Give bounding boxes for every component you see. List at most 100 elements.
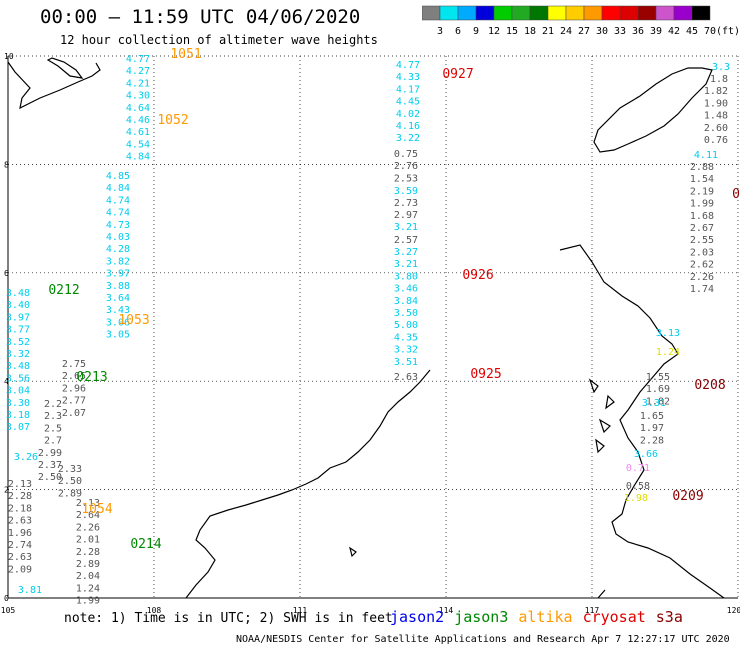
wave-height-value: 2.73	[394, 198, 418, 209]
y-tick-label: 4	[4, 377, 9, 386]
x-tick-label: 105	[1, 606, 16, 615]
scale-label: 15	[506, 26, 518, 37]
wave-height-value: 1.96	[8, 528, 32, 539]
wave-height-value: 2.65	[62, 371, 86, 382]
wave-height-value: 3.64	[106, 293, 130, 304]
wave-height-value: 2.09	[8, 564, 32, 575]
wave-height-value: 3.46	[394, 284, 418, 295]
island-large-east	[559, 244, 725, 599]
wave-height-value: 4.17	[396, 84, 420, 95]
wave-height-value: 2.37	[38, 460, 62, 471]
wave-height-value: 4.73	[106, 220, 130, 231]
wave-height-value: 4.64	[126, 103, 150, 114]
wave-height-value: 3.81	[18, 585, 42, 596]
wave-height-value: 3.30	[6, 398, 30, 409]
wave-height-value: 2.07	[62, 408, 86, 419]
wave-height-value: 3.22	[396, 133, 420, 144]
pass-number-label: 0925	[470, 367, 501, 382]
wave-height-value: 2.75	[62, 359, 86, 370]
pass-number-label: 0208	[694, 378, 725, 393]
scale-label: 6	[455, 26, 461, 37]
wave-height-value: 2.19	[690, 186, 714, 197]
wave-height-value: 2.55	[690, 235, 714, 246]
wave-height-value: 4.84	[126, 152, 150, 163]
wave-height-value: 2.28	[640, 435, 664, 446]
wave-height-value: 2.28	[76, 547, 100, 558]
wave-height-value: 4.61	[126, 127, 150, 138]
legend-entry-s3a: s3a	[655, 608, 683, 626]
wave-height-value: 4.74	[106, 208, 130, 219]
coastline-northwest	[7, 61, 101, 110]
wave-height-value: 3.13	[656, 328, 680, 339]
wave-height-value: 4.28	[106, 244, 130, 255]
scale-label: 39	[650, 26, 662, 37]
pass-number-label: 0927	[442, 67, 473, 82]
x-tick-label: 108	[147, 606, 162, 615]
wave-height-value: 3.82	[106, 256, 130, 267]
wave-height-value: 4.77	[126, 54, 150, 65]
wave-height-value: 3.88	[106, 281, 130, 292]
wave-height-value: 2.88	[690, 162, 714, 173]
islands-east-group	[588, 378, 615, 454]
wave-height-value: 3.66	[634, 449, 658, 460]
wave-height-value: 5.00	[394, 320, 418, 331]
wave-height-value: 3.21	[394, 222, 418, 233]
legend-entry-altika: altika	[518, 608, 573, 626]
pass-number-label: 0213	[76, 370, 107, 385]
wave-height-value: 4.84	[106, 183, 130, 194]
scale-label: (ft)	[716, 26, 740, 37]
wave-height-value: 3.3	[712, 62, 730, 73]
pass-number-label: 0214	[130, 537, 161, 552]
scale-label: 30	[596, 26, 608, 37]
pass-number-label: 0209	[672, 489, 703, 504]
scale-label: 12	[488, 26, 500, 37]
wave-height-value: 1.8	[710, 74, 728, 85]
pass-number-label: 1051	[170, 47, 201, 62]
satellite-legend: jason2 jason3 altika cryosat s3a	[390, 608, 693, 626]
island-south-small	[349, 546, 357, 558]
wave-height-value: 2.64	[76, 510, 100, 521]
wave-height-value: 2.2	[44, 399, 62, 410]
wave-height-value: 3.97	[6, 312, 30, 323]
wave-height-value: 4.54	[126, 139, 150, 150]
wave-height-value: 2.96	[62, 383, 86, 394]
scale-label: 18	[524, 26, 536, 37]
wave-height-value: 1.99	[690, 199, 714, 210]
wave-height-value: 4.02	[396, 109, 420, 120]
map-subtitle: 12 hour collection of altimeter wave hei…	[60, 33, 378, 47]
coastline-northeast	[597, 589, 606, 599]
wave-height-value: 3.32	[394, 345, 418, 356]
wave-height-value: 2.74	[8, 540, 32, 551]
pass-number-label: 0212	[48, 283, 79, 298]
wave-height-value: 2.26	[76, 522, 100, 533]
pass-labels: 1051 1052 1053 1054 0212 0213 0214 0927 0926 0925…	[48, 47, 740, 552]
wave-height-value: 0.58	[626, 481, 650, 492]
wave-height-value: 3.77	[6, 325, 30, 336]
coastline-mainland-east	[185, 369, 431, 599]
wave-height-value: 4.11	[694, 150, 718, 161]
wave-height-value: 3.32	[6, 349, 30, 360]
wave-height-value: 2.13	[8, 479, 32, 490]
wave-height-value: 2.89	[58, 488, 82, 499]
wave-height-value: 3.80	[394, 271, 418, 282]
wave-height-value: 2.60	[704, 123, 728, 134]
wave-height-value: 2.03	[690, 247, 714, 258]
wave-height-value: 2.3	[44, 411, 62, 422]
wave-height-value: 2.18	[8, 503, 32, 514]
wave-height-value: 3.06	[106, 317, 130, 328]
wave-height-value: 1.24	[76, 583, 100, 594]
legend-entry-cryosat: cryosat	[582, 608, 646, 626]
wave-height-value: 3.59	[394, 186, 418, 197]
wave-height-value: 3.26	[14, 452, 38, 463]
wave-height-value: 1.82	[704, 86, 728, 97]
island-northeast	[593, 67, 713, 153]
wave-height-value: 3.43	[106, 305, 130, 316]
wave-height-value: 1.90	[704, 98, 728, 109]
pass-number-label: 1053	[118, 313, 149, 328]
wave-height-value: 2.89	[76, 559, 100, 570]
wave-height-value: 3.48	[6, 288, 30, 299]
wave-height-value: 2.62	[690, 260, 714, 271]
color-scale: 3 6 9 12 15 18 21 24 27 30 33 36 39 42 45 70 (ft)	[422, 5, 740, 37]
wave-height-value: 4.03	[106, 232, 130, 243]
